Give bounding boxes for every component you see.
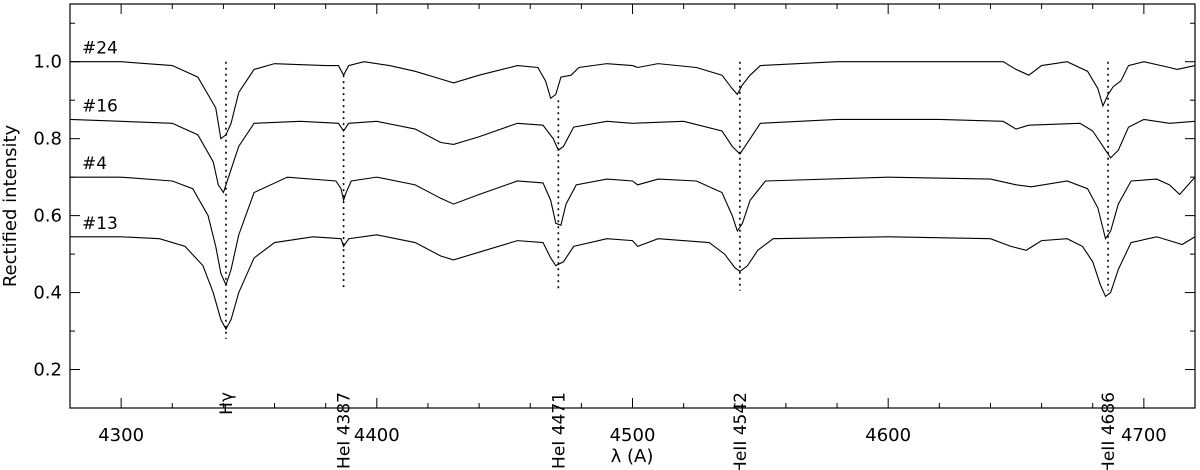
line-marker-label: HeII 4542 <box>731 392 751 470</box>
line-marker-label: HeI 4387 <box>335 392 355 469</box>
spectra-series: #24 #16 #4 #13 <box>69 39 1196 331</box>
series-label: #4 <box>82 154 107 174</box>
x-tick-label: 4700 <box>1121 425 1167 446</box>
x-tick-label: 4400 <box>354 425 400 446</box>
y-tick-label: 0.8 <box>33 129 62 150</box>
spectrum-line-star-13 <box>70 234 1196 331</box>
y-tick-label: 0.6 <box>33 206 62 227</box>
line-marker-label: HeI 4471 <box>549 392 569 469</box>
y-axis-title: Rectified intensity <box>0 124 21 287</box>
plot-frame <box>69 3 1196 409</box>
line-marker-label: Hγ <box>217 392 237 415</box>
y-tick-label: 0.4 <box>33 283 62 304</box>
series-label: #13 <box>82 214 118 234</box>
series-label: #16 <box>82 96 118 116</box>
x-tick-label: 4600 <box>865 425 911 446</box>
series-label: #24 <box>82 39 118 59</box>
x-axis-ticks: 4300 4400 4500 4600 4700 <box>69 4 1196 446</box>
line-markers: Hγ HeI 4387 HeI 4471 HeII 4542 HeII 4686 <box>217 61 1119 470</box>
y-tick-label: 0.2 <box>33 360 62 381</box>
spectrum-line-star-24 <box>70 61 1196 140</box>
line-marker-label: HeII 4686 <box>1099 392 1119 470</box>
spectrum-line-star-16 <box>69 118 1196 194</box>
spectrum-line-star-4 <box>70 176 1196 287</box>
y-axis-ticks: 0.2 0.4 0.6 0.8 1.0 <box>33 22 1195 409</box>
x-tick-label: 4500 <box>610 425 656 446</box>
x-axis-title: λ (A) <box>611 446 654 467</box>
x-tick-label: 4300 <box>98 425 144 446</box>
y-tick-label: 1.0 <box>33 52 62 73</box>
